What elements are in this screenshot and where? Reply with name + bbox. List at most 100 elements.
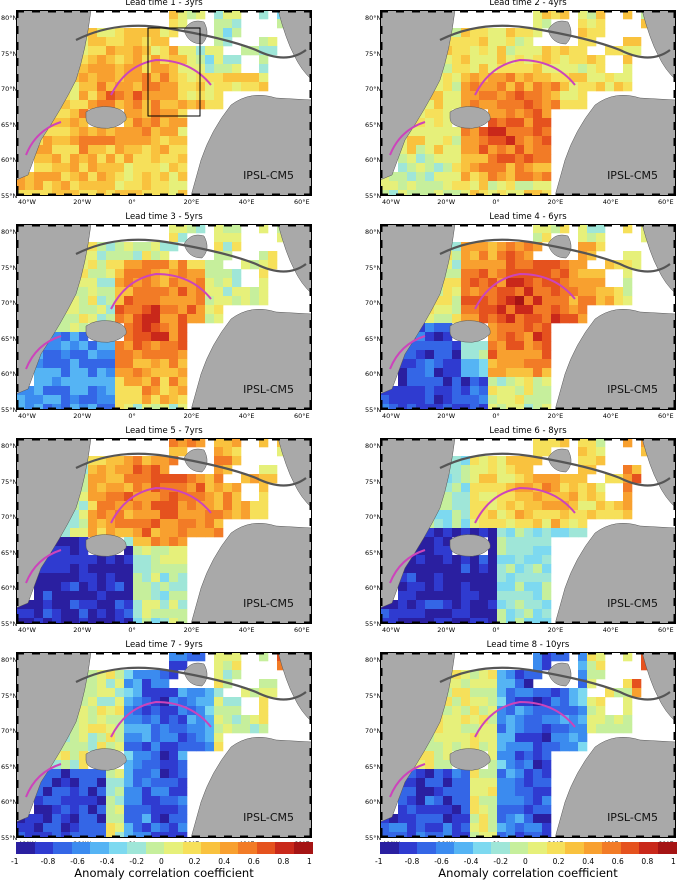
grid-cell	[61, 573, 71, 583]
grid-cell	[97, 715, 107, 725]
lon-tick-label: 40°W	[382, 412, 400, 420]
grid-cell	[542, 474, 552, 484]
grid-cell	[88, 796, 98, 806]
grid-cell	[596, 55, 606, 65]
grid-cell	[178, 438, 188, 448]
grid-cell	[488, 483, 498, 493]
grid-cell	[596, 510, 606, 520]
grid-cell	[452, 823, 462, 833]
grid-cell	[232, 501, 242, 511]
grid-cell	[160, 760, 170, 770]
grid-cell	[560, 742, 570, 752]
grid-cell	[124, 742, 134, 752]
grid-cell	[425, 377, 435, 387]
grid-cell	[97, 832, 107, 838]
grid-cell	[398, 359, 408, 369]
grid-cell	[142, 751, 152, 761]
grid-cell	[443, 154, 453, 164]
grid-cell	[443, 64, 453, 74]
grid-cell	[605, 501, 615, 511]
grid-cell	[380, 395, 390, 405]
grid-cell	[506, 368, 516, 378]
grid-cell	[97, 618, 107, 624]
grid-cell	[70, 172, 80, 182]
grid-cell	[533, 652, 543, 662]
grid-cell	[88, 679, 98, 689]
grid-cell	[142, 456, 152, 466]
grid-cell	[506, 679, 516, 689]
lon-tick-label: 0°	[492, 626, 500, 634]
grid-cell	[524, 287, 534, 297]
colorbar-swatch	[528, 842, 547, 854]
grid-cell	[443, 778, 453, 788]
grid-cell	[497, 715, 507, 725]
grid-cell	[479, 510, 489, 520]
lat-tick-label: 80°N	[365, 442, 382, 450]
grid-cell	[596, 447, 606, 457]
grid-cell	[596, 670, 606, 680]
grid-cell	[115, 814, 125, 824]
grid-cell	[88, 127, 98, 137]
grid-cell	[515, 742, 525, 752]
grid-cell	[479, 242, 489, 252]
grid-cell	[578, 724, 588, 734]
grid-cell	[115, 573, 125, 583]
grid-cell	[443, 314, 453, 324]
grid-cell	[232, 28, 242, 38]
grid-cell	[443, 73, 453, 83]
grid-cell	[133, 805, 143, 815]
grid-cell	[259, 510, 269, 520]
model-label: IPSL-CM5	[607, 811, 658, 824]
grid-cell	[61, 582, 71, 592]
colorbar-tick-label: -0.6	[434, 857, 449, 866]
lon-tick-label: 0°	[128, 412, 136, 420]
grid-cell	[97, 465, 107, 475]
grid-cell	[187, 733, 197, 743]
grid-cell	[533, 55, 543, 65]
grid-cell	[524, 582, 534, 592]
grid-cell	[533, 305, 543, 315]
grid-cell	[542, 305, 552, 315]
grid-cell	[425, 546, 435, 556]
grid-cell	[380, 181, 390, 191]
grid-cell	[214, 501, 224, 511]
grid-cell	[587, 456, 597, 466]
grid-cell	[443, 618, 453, 624]
grid-cell	[115, 796, 125, 806]
grid-cell	[124, 778, 134, 788]
grid-cell	[160, 377, 170, 387]
grid-cell	[151, 278, 161, 288]
grid-cell	[497, 742, 507, 752]
grid-cell	[425, 181, 435, 191]
grid-cell	[398, 377, 408, 387]
grid-cell	[124, 760, 134, 770]
grid-cell	[470, 778, 480, 788]
land-mass	[16, 652, 92, 823]
grid-cell	[533, 546, 543, 556]
grid-cell	[52, 163, 62, 173]
grid-cell	[196, 688, 206, 698]
grid-cell	[169, 715, 179, 725]
grid-cell	[142, 546, 152, 556]
model-label: IPSL-CM5	[607, 169, 658, 182]
grid-cell	[115, 555, 125, 565]
grid-cell	[488, 395, 498, 405]
grid-cell	[169, 314, 179, 324]
grid-cell	[169, 64, 179, 74]
grid-cell	[79, 64, 89, 74]
grid-cell	[470, 314, 480, 324]
grid-cell	[488, 368, 498, 378]
grid-cell	[133, 278, 143, 288]
grid-cell	[232, 296, 242, 306]
grid-cell	[232, 715, 242, 725]
grid-cell	[133, 564, 143, 574]
grid-cell	[124, 296, 134, 306]
grid-cell	[569, 697, 579, 707]
grid-cell	[515, 46, 525, 56]
grid-cell	[497, 269, 507, 279]
grid-cell	[488, 456, 498, 466]
grid-cell	[52, 368, 62, 378]
grid-cell	[632, 679, 642, 689]
grid-cell	[416, 609, 426, 619]
grid-cell	[187, 91, 197, 101]
